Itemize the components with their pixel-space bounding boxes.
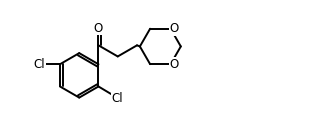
Text: O: O <box>170 58 179 71</box>
Text: Cl: Cl <box>34 58 45 71</box>
Text: O: O <box>170 22 179 35</box>
Text: Cl: Cl <box>112 92 123 105</box>
Text: O: O <box>94 22 103 35</box>
